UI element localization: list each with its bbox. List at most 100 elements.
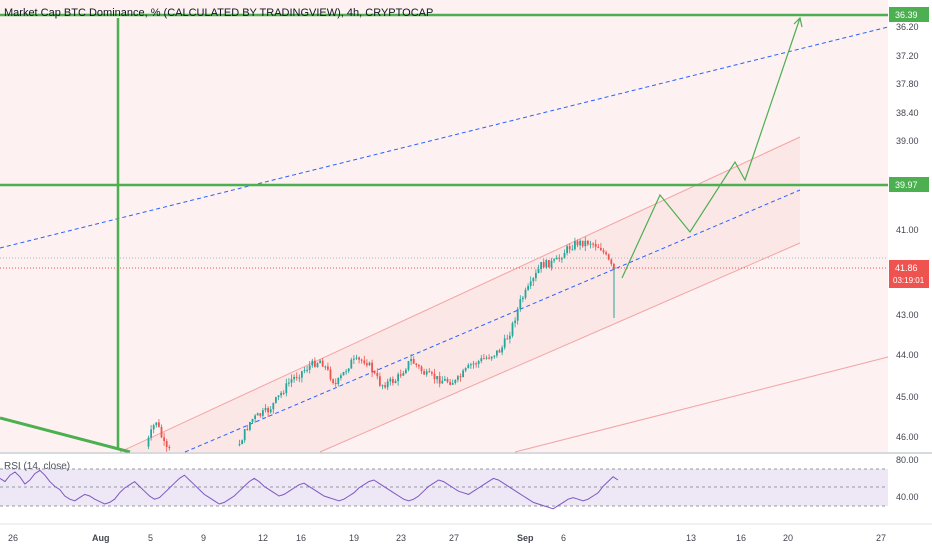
candle-body — [392, 378, 394, 383]
candle-body — [350, 359, 353, 369]
level-badge-label: 36.39 — [895, 10, 918, 20]
countdown-label: 03:19:01 — [893, 276, 925, 285]
price-tick-label: 36.20 — [896, 22, 919, 32]
candle-body — [529, 281, 532, 286]
price-tick-label: 46.00 — [896, 432, 919, 442]
candle-body — [555, 257, 558, 260]
candle-body — [342, 371, 345, 376]
price-tick-label: 41.00 — [896, 225, 919, 235]
candle-body — [155, 422, 158, 426]
candle-body — [451, 383, 454, 385]
candle-body — [449, 381, 451, 385]
candle-body — [522, 297, 524, 300]
candle-body — [316, 363, 319, 367]
candle-body — [158, 422, 160, 427]
candle-body — [160, 426, 163, 438]
level-badge-label: 39.97 — [895, 180, 918, 190]
current-price-label: 41.86 — [895, 263, 918, 273]
candle-body — [397, 374, 399, 382]
price-tick-label: 44.00 — [896, 350, 919, 360]
candle-body — [459, 376, 462, 378]
candle-body — [490, 356, 493, 359]
candle-body — [511, 323, 514, 336]
candle-body — [550, 260, 553, 268]
candle-body — [545, 260, 548, 268]
candle-body — [454, 379, 457, 384]
candle-body — [561, 258, 563, 260]
candle-body — [147, 437, 150, 447]
candle-body — [329, 369, 332, 380]
candle-body — [358, 357, 360, 360]
time-tick-label: 13 — [686, 533, 696, 543]
price-tick-label: 37.20 — [896, 51, 919, 61]
candle-body — [407, 361, 410, 370]
candle-body — [394, 381, 397, 383]
candle-body — [602, 250, 605, 253]
candle-body — [423, 371, 425, 375]
candle-body — [488, 357, 490, 359]
time-tick-label: Sep — [517, 533, 534, 543]
candle-body — [540, 262, 542, 269]
candle-body — [389, 378, 392, 382]
candle-body — [386, 381, 389, 388]
candle-body — [594, 243, 597, 247]
candle-body — [285, 383, 288, 394]
candle-body — [355, 357, 358, 359]
time-tick-label: 27 — [876, 533, 886, 543]
candle-body — [334, 382, 337, 385]
candle-body — [493, 355, 496, 357]
candle-body — [592, 243, 594, 245]
candle-body — [467, 364, 470, 369]
price-tick-label: 43.00 — [896, 310, 919, 320]
candle-body — [506, 338, 509, 340]
candle-body — [524, 289, 527, 298]
candle-body — [548, 260, 550, 268]
candle-body — [436, 376, 438, 380]
candle-body — [168, 447, 171, 449]
candle-body — [581, 240, 584, 247]
candle-body — [165, 441, 168, 448]
candle-body — [418, 365, 420, 367]
time-tick-label: 27 — [449, 533, 459, 543]
candle-body — [576, 241, 579, 246]
time-tick-label: 12 — [258, 533, 268, 543]
candle-body — [566, 246, 568, 254]
candle-body — [399, 374, 402, 376]
candle-body — [589, 243, 592, 245]
candle-body — [301, 371, 303, 378]
candle-body — [412, 358, 415, 364]
candle-body — [579, 240, 581, 246]
candle-body — [379, 376, 381, 386]
candle-body — [314, 360, 316, 367]
candle-body — [381, 385, 384, 387]
candle-body — [324, 366, 327, 368]
candle-body — [347, 368, 350, 372]
candle-body — [441, 380, 444, 384]
candle-body — [472, 363, 475, 365]
chart-title: Market Cap BTC Dominance, % (CALCULATED … — [4, 7, 434, 19]
price-tick-label: 37.80 — [896, 79, 919, 89]
candle-body — [249, 421, 251, 430]
time-tick-label: 9 — [201, 533, 206, 543]
candle-body — [415, 363, 418, 366]
candle-body — [420, 366, 423, 372]
time-tick-label: 23 — [396, 533, 406, 543]
candle-body — [514, 320, 516, 324]
candle-body — [288, 382, 290, 384]
candle-body — [462, 370, 464, 378]
candle-body — [243, 429, 246, 441]
projection-path — [621, 17, 801, 279]
candle-body — [368, 362, 371, 366]
current-price-badge — [889, 260, 929, 288]
rsi-label: RSI (14, close) — [4, 461, 71, 472]
candle-body — [280, 392, 282, 396]
candle-body — [501, 347, 503, 353]
candle-body — [477, 361, 480, 364]
time-tick-label: 5 — [148, 533, 153, 543]
time-tick-label: 6 — [561, 533, 566, 543]
candle-body — [613, 263, 615, 271]
candle-body — [332, 379, 334, 383]
candle-body — [475, 363, 477, 365]
